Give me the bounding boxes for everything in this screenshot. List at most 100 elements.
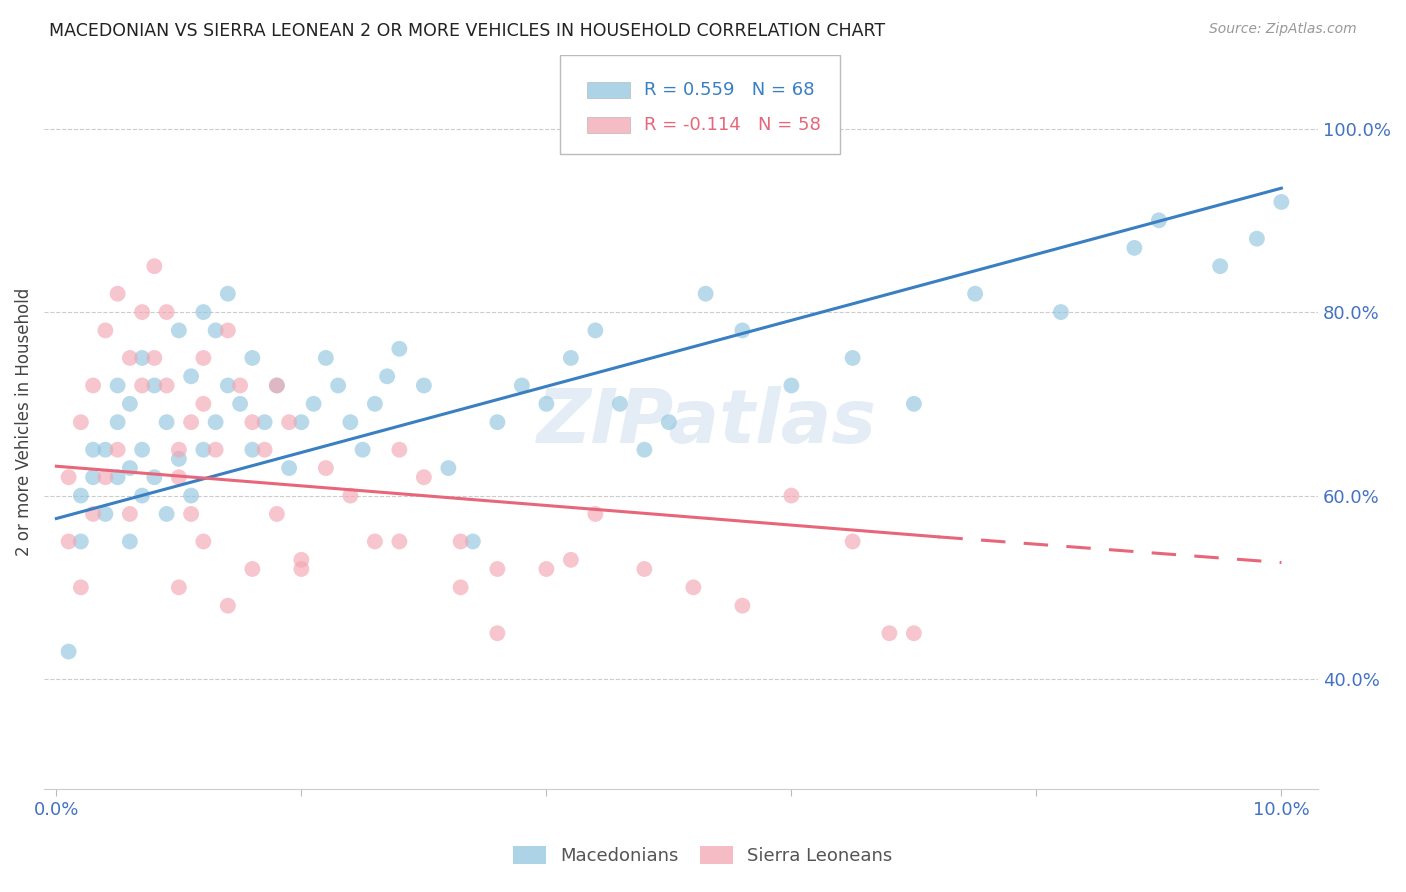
Point	[180, 489, 202, 503]
Point	[461, 534, 484, 549]
Point	[70, 489, 93, 503]
Point	[94, 442, 117, 457]
Y-axis label: 2 or more Vehicles in Household: 2 or more Vehicles in Household	[15, 288, 32, 557]
Point	[560, 553, 582, 567]
Point	[107, 415, 129, 429]
Text: ZIPatlas: ZIPatlas	[537, 385, 876, 458]
Text: R = -0.114   N = 58: R = -0.114 N = 58	[644, 116, 821, 134]
Point	[583, 323, 606, 337]
FancyBboxPatch shape	[560, 55, 841, 154]
FancyBboxPatch shape	[586, 81, 630, 98]
Point	[302, 397, 325, 411]
Point	[167, 451, 190, 466]
Point	[193, 442, 215, 457]
Point	[412, 470, 434, 484]
Point	[278, 415, 301, 429]
Point	[156, 415, 179, 429]
Point	[107, 286, 129, 301]
Point	[167, 323, 190, 337]
Point	[143, 351, 166, 365]
Point	[609, 397, 631, 411]
Point	[352, 442, 374, 457]
Point	[841, 534, 863, 549]
Point	[375, 369, 398, 384]
Point	[94, 323, 117, 337]
Point	[315, 461, 337, 475]
Point	[107, 470, 129, 484]
Point	[143, 378, 166, 392]
Point	[107, 378, 129, 392]
Point	[180, 507, 202, 521]
Point	[82, 470, 104, 484]
Point	[290, 562, 312, 576]
Point	[364, 397, 387, 411]
Point	[58, 534, 80, 549]
Point	[339, 415, 361, 429]
Point	[94, 507, 117, 521]
Point	[143, 470, 166, 484]
Point	[204, 442, 226, 457]
Point	[240, 351, 263, 365]
Point	[388, 534, 411, 549]
Point	[94, 470, 117, 484]
Point	[58, 470, 80, 484]
Point	[131, 378, 153, 392]
Point	[1246, 232, 1268, 246]
Point	[486, 415, 509, 429]
Text: MACEDONIAN VS SIERRA LEONEAN 2 OR MORE VEHICLES IN HOUSEHOLD CORRELATION CHART: MACEDONIAN VS SIERRA LEONEAN 2 OR MORE V…	[49, 22, 886, 40]
Point	[326, 378, 349, 392]
Point	[143, 259, 166, 273]
Point	[486, 562, 509, 576]
Point	[82, 378, 104, 392]
Point	[204, 323, 226, 337]
Point	[278, 461, 301, 475]
Point	[156, 507, 179, 521]
Point	[965, 286, 987, 301]
Point	[903, 397, 925, 411]
Point	[780, 378, 803, 392]
Point	[266, 507, 288, 521]
Point	[193, 305, 215, 319]
Point	[131, 489, 153, 503]
Point	[510, 378, 533, 392]
Point	[437, 461, 460, 475]
Point	[266, 378, 288, 392]
Point	[167, 470, 190, 484]
Point	[180, 369, 202, 384]
Point	[193, 397, 215, 411]
Point	[118, 461, 141, 475]
Point	[240, 415, 263, 429]
Point	[903, 626, 925, 640]
Point	[229, 397, 252, 411]
Point	[118, 397, 141, 411]
Point	[841, 351, 863, 365]
Point	[731, 599, 754, 613]
Point	[780, 489, 803, 503]
Point	[118, 507, 141, 521]
Point	[156, 378, 179, 392]
Point	[339, 489, 361, 503]
Point	[131, 442, 153, 457]
Point	[70, 534, 93, 549]
Point	[315, 351, 337, 365]
Point	[217, 599, 239, 613]
Point	[536, 562, 558, 576]
Point	[1050, 305, 1073, 319]
Point	[167, 580, 190, 594]
Point	[58, 644, 80, 658]
Point	[1123, 241, 1146, 255]
Point	[70, 580, 93, 594]
Point	[131, 351, 153, 365]
Text: Source: ZipAtlas.com: Source: ZipAtlas.com	[1209, 22, 1357, 37]
FancyBboxPatch shape	[586, 117, 630, 133]
Point	[364, 534, 387, 549]
Point	[1147, 213, 1170, 227]
Point	[229, 378, 252, 392]
Point	[118, 534, 141, 549]
Point	[879, 626, 901, 640]
Point	[633, 562, 655, 576]
Point	[118, 351, 141, 365]
Point	[253, 415, 276, 429]
Point	[290, 553, 312, 567]
Point	[695, 286, 717, 301]
